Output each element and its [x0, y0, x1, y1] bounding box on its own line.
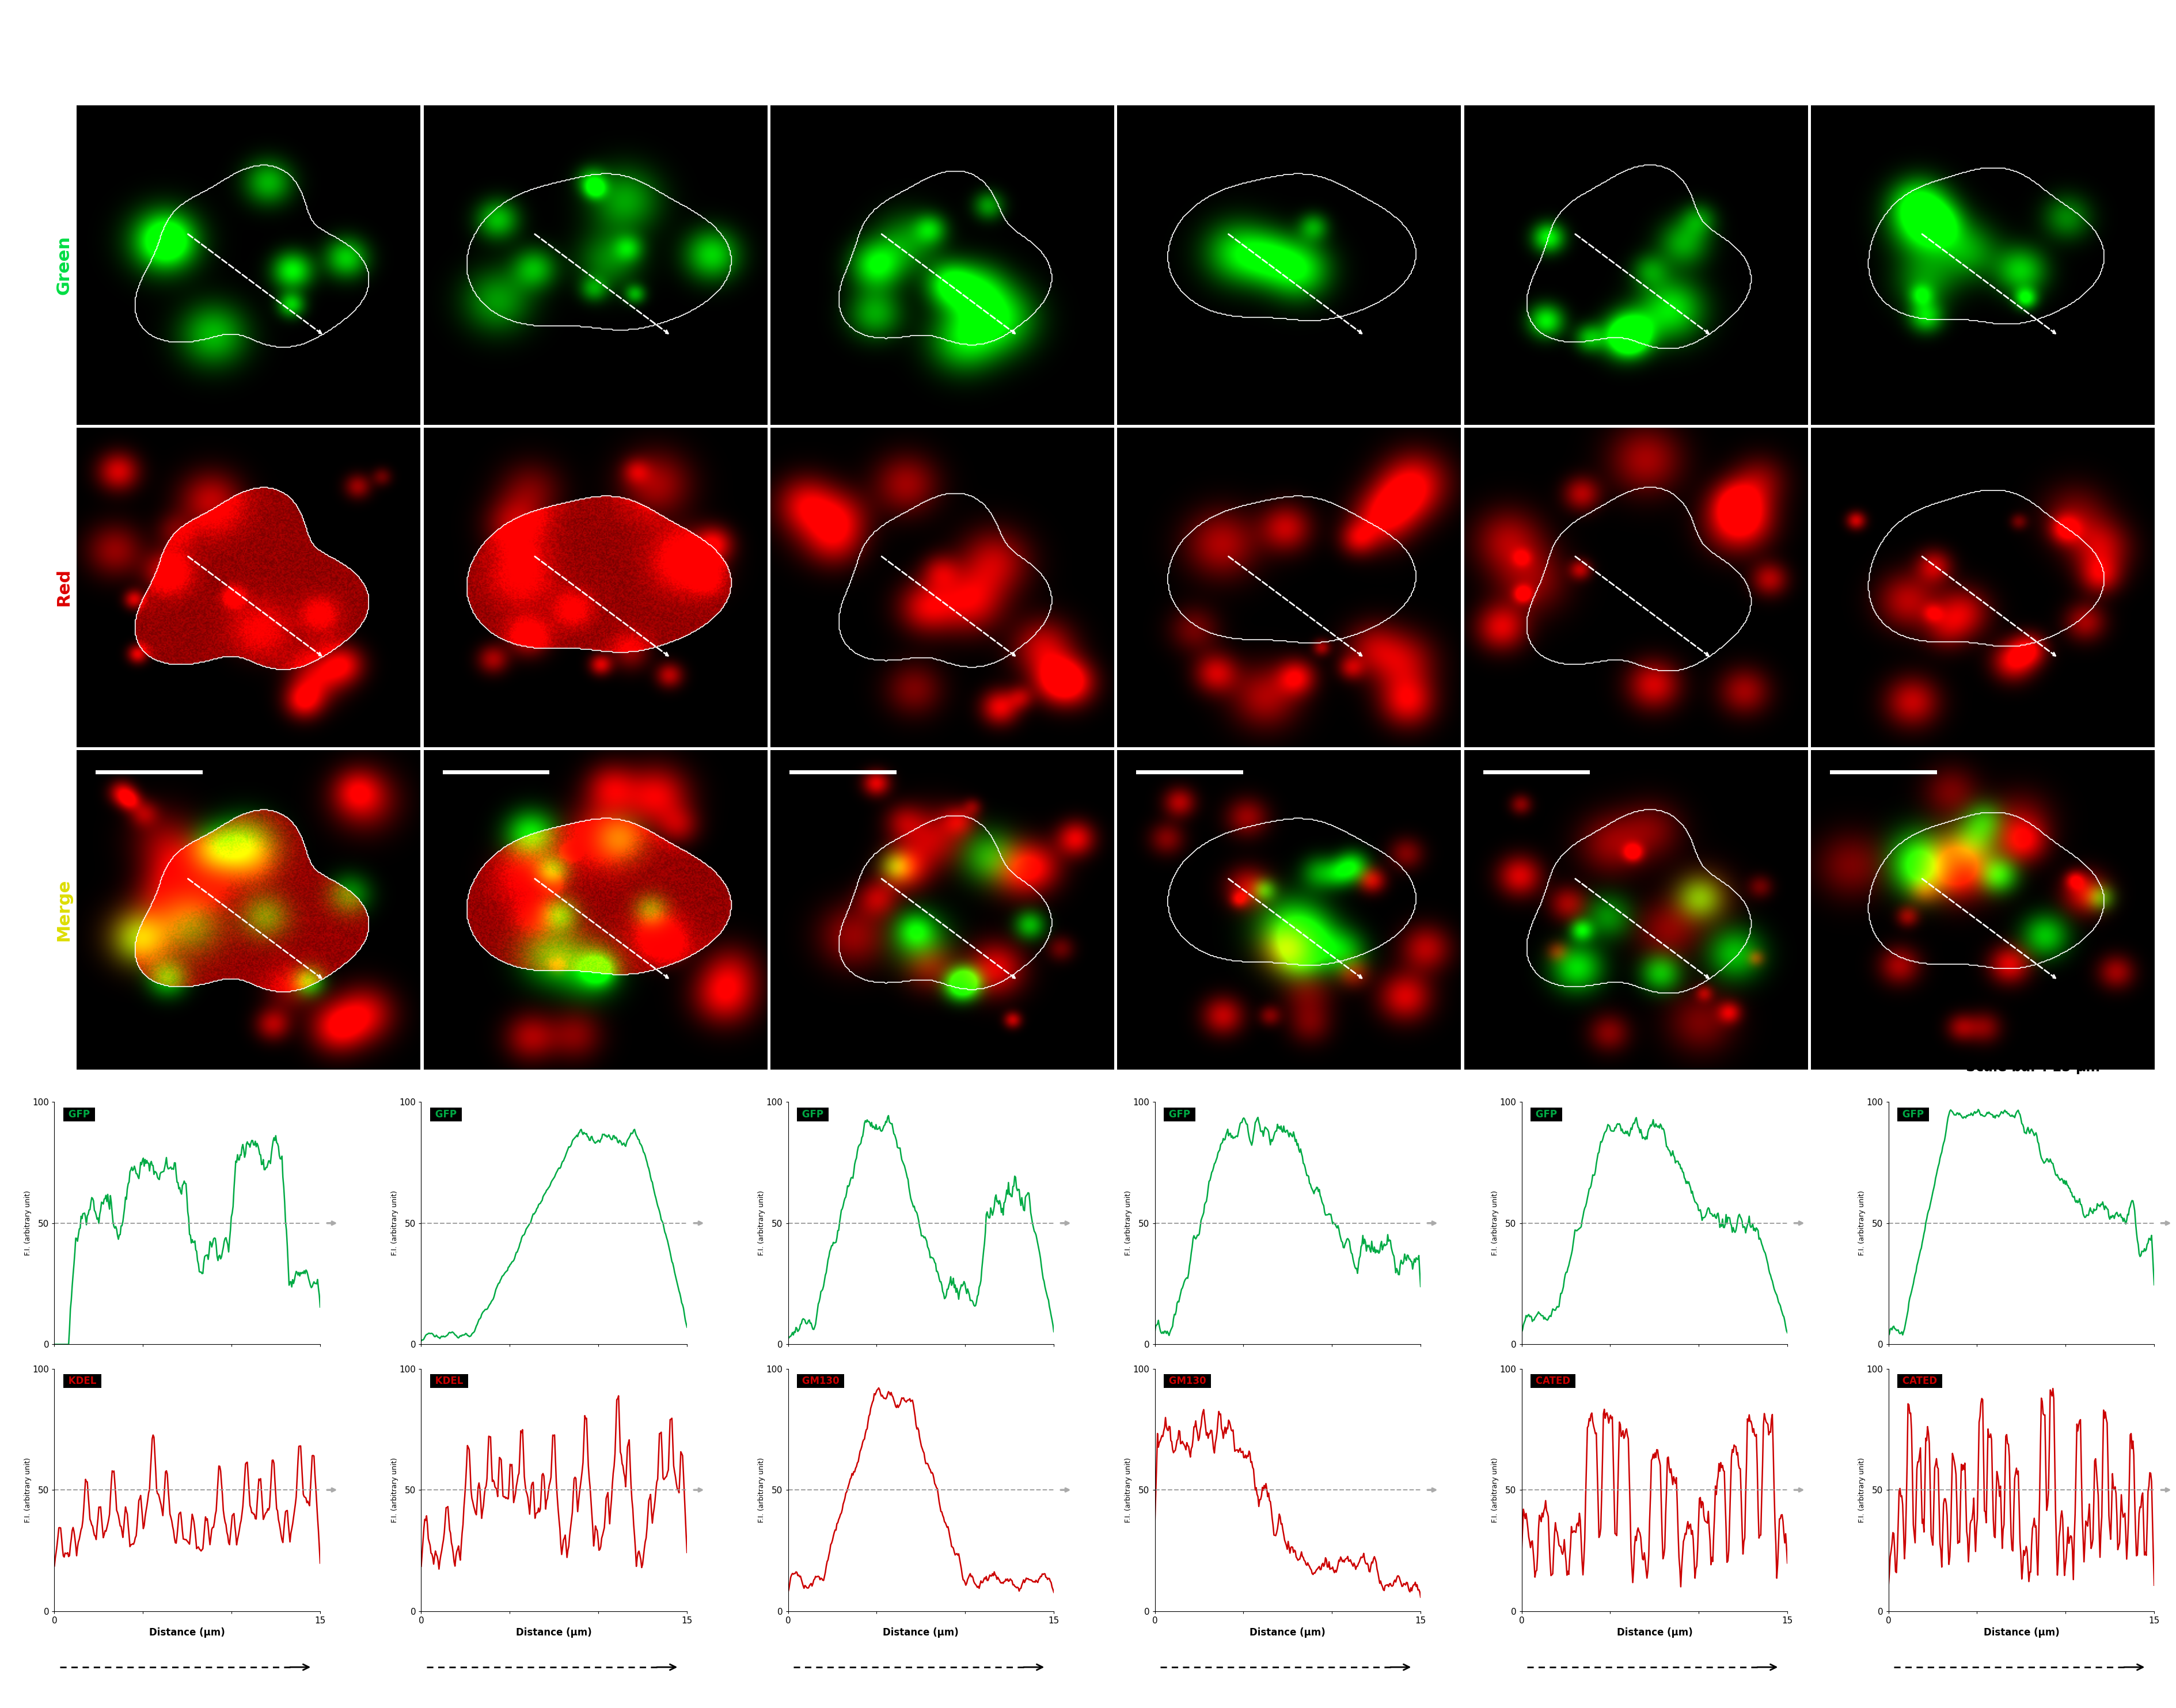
Y-axis label: F.I. (arbitrary unit): F.I. (arbitrary unit) [1125, 1190, 1132, 1255]
Text: CATED: CATED [1900, 1377, 1941, 1387]
Y-axis label: F.I. (arbitrary unit): F.I. (arbitrary unit) [24, 1190, 33, 1255]
Y-axis label: F.I. (arbitrary unit): F.I. (arbitrary unit) [757, 1190, 766, 1255]
Text: GFP: GFP [1532, 1108, 1560, 1119]
X-axis label: Distance (μm): Distance (μm) [150, 1628, 226, 1638]
Text: GM130: GM130 [799, 1377, 842, 1387]
X-axis label: Distance (μm): Distance (μm) [1617, 1628, 1693, 1638]
X-axis label: Distance (μm): Distance (μm) [516, 1628, 592, 1638]
Y-axis label: F.I. (arbitrary unit): F.I. (arbitrary unit) [1858, 1190, 1865, 1255]
Text: WT: WT [231, 72, 265, 92]
Text: Merge: Merge [57, 878, 72, 941]
Text: KDEL: KDEL [431, 1377, 466, 1387]
Y-axis label: F.I. (arbitrary unit): F.I. (arbitrary unit) [1858, 1457, 1865, 1522]
Y-axis label: F.I. (arbitrary unit): F.I. (arbitrary unit) [392, 1190, 398, 1255]
Y-axis label: F.I. (arbitrary unit): F.I. (arbitrary unit) [757, 1457, 766, 1522]
Text: Green: Green [57, 236, 72, 295]
Text: Red: Red [57, 569, 72, 606]
Text: GFP: GFP [1900, 1108, 1928, 1119]
Text: Lysosome: Lysosome [1739, 26, 1880, 50]
X-axis label: Distance (μm): Distance (μm) [1249, 1628, 1325, 1638]
Text: ER: ER [403, 26, 440, 50]
Y-axis label: F.I. (arbitrary unit): F.I. (arbitrary unit) [1125, 1457, 1132, 1522]
Text: Scale bar : 15 μm: Scale bar : 15 μm [1965, 1061, 2100, 1074]
Y-axis label: F.I. (arbitrary unit): F.I. (arbitrary unit) [1491, 1457, 1499, 1522]
Text: T104N: T104N [561, 72, 629, 92]
X-axis label: Distance (μm): Distance (μm) [883, 1628, 960, 1638]
Text: WT: WT [925, 72, 960, 92]
Text: T104N: T104N [1253, 72, 1323, 92]
Text: Golgi body: Golgi body [1038, 26, 1192, 50]
Y-axis label: F.I. (arbitrary unit): F.I. (arbitrary unit) [392, 1457, 398, 1522]
Text: WT: WT [1619, 72, 1654, 92]
Text: CATED: CATED [1532, 1377, 1573, 1387]
Y-axis label: F.I. (arbitrary unit): F.I. (arbitrary unit) [1491, 1190, 1499, 1255]
Y-axis label: F.I. (arbitrary unit): F.I. (arbitrary unit) [24, 1457, 33, 1522]
Text: GFP: GFP [65, 1108, 94, 1119]
Text: GM130: GM130 [1166, 1377, 1210, 1387]
Text: GFP: GFP [431, 1108, 459, 1119]
Text: T104N: T104N [1948, 72, 2017, 92]
X-axis label: Distance (μm): Distance (μm) [1982, 1628, 2058, 1638]
Text: GFP: GFP [799, 1108, 827, 1119]
Text: KDEL: KDEL [65, 1377, 100, 1387]
Text: GFP: GFP [1166, 1108, 1192, 1119]
